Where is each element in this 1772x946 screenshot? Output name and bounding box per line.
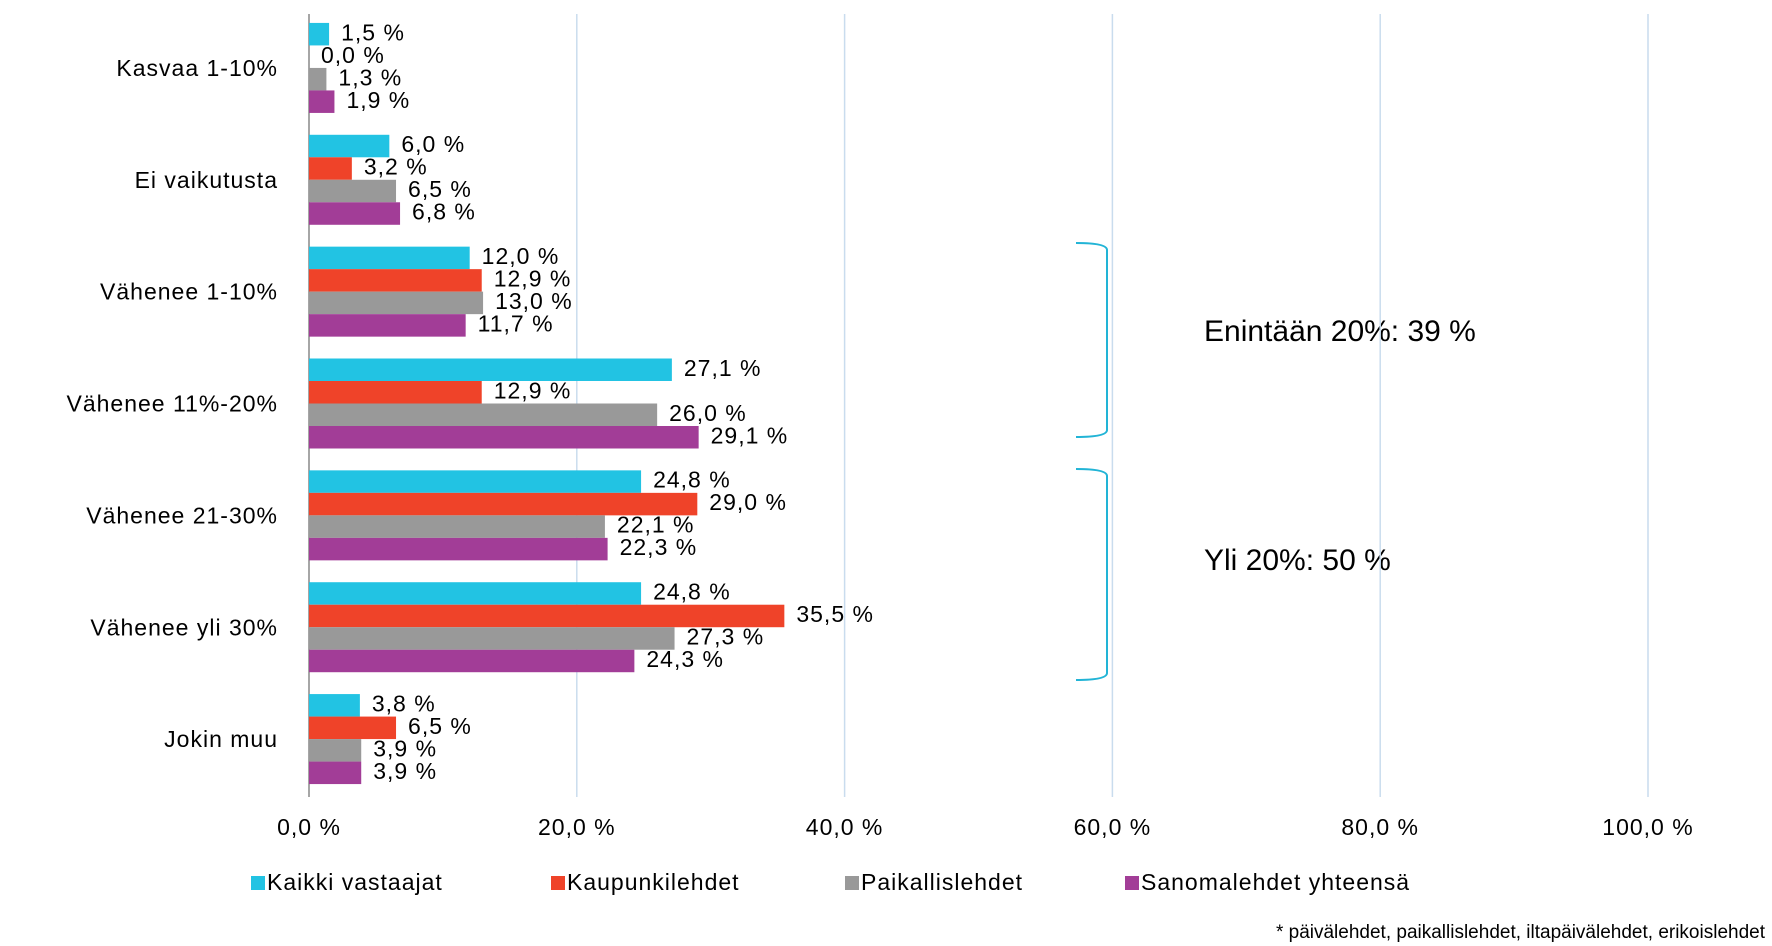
y-tick-label: Vähenee yli 30% bbox=[90, 614, 278, 640]
x-tick-label: 80,0 % bbox=[1341, 814, 1419, 840]
bar bbox=[309, 582, 642, 605]
data-label: 3,9 % bbox=[373, 735, 437, 761]
y-tick-label: Ei vaikutusta bbox=[135, 167, 278, 193]
bar bbox=[309, 627, 675, 650]
data-label: 1,9 % bbox=[346, 87, 410, 113]
bar bbox=[309, 179, 397, 203]
bar bbox=[309, 515, 605, 538]
data-label: 0,0 % bbox=[321, 42, 385, 68]
bar bbox=[309, 269, 482, 292]
bar bbox=[309, 739, 362, 762]
bar bbox=[309, 492, 698, 516]
legend-label: Paikallislehdet bbox=[861, 869, 1023, 895]
bar bbox=[309, 426, 699, 449]
y-tick-label: Jokin muu bbox=[164, 726, 278, 752]
bar bbox=[309, 202, 401, 225]
y-tick-label: Kasvaa 1-10% bbox=[116, 55, 278, 81]
bar bbox=[309, 90, 335, 113]
bar bbox=[309, 134, 390, 158]
bar bbox=[309, 694, 360, 717]
bar bbox=[309, 22, 330, 46]
data-label: 22,1 % bbox=[617, 512, 695, 538]
footnote: * päivälehdet, paikallislehdet, iltapäiv… bbox=[1276, 922, 1766, 943]
data-label: 6,8 % bbox=[412, 199, 476, 225]
data-label: 24,8 % bbox=[653, 467, 731, 493]
bar bbox=[309, 358, 672, 381]
data-label: 6,5 % bbox=[408, 176, 472, 202]
bar bbox=[309, 67, 327, 91]
data-label: 6,0 % bbox=[401, 131, 465, 157]
legend-swatch bbox=[845, 876, 859, 890]
y-tick-label: Vähenee 11%-20% bbox=[67, 391, 279, 417]
bar bbox=[309, 246, 470, 270]
bar bbox=[309, 157, 352, 180]
bar bbox=[309, 291, 484, 315]
y-tick-label: Vähenee 21-30% bbox=[86, 502, 278, 528]
bracket bbox=[1075, 242, 1108, 438]
data-label: 12,9 % bbox=[494, 377, 572, 403]
x-tick-label: 100,0 % bbox=[1602, 814, 1693, 840]
bar bbox=[309, 604, 785, 628]
legend-swatch bbox=[1125, 876, 1139, 890]
data-label: 1,5 % bbox=[341, 19, 405, 45]
x-tick-label: 60,0 % bbox=[1074, 814, 1152, 840]
data-label: 29,0 % bbox=[709, 489, 787, 515]
bracket bbox=[1075, 468, 1108, 681]
x-tick-label: 40,0 % bbox=[806, 814, 884, 840]
data-label: 24,8 % bbox=[653, 579, 731, 605]
legend-label: Kaikki vastaajat bbox=[267, 869, 443, 895]
x-tick-label: 0,0 % bbox=[277, 814, 341, 840]
data-label: 6,5 % bbox=[408, 713, 472, 739]
data-label: 11,7 % bbox=[478, 310, 554, 336]
data-label: 24,3 % bbox=[646, 646, 724, 672]
legend-swatch bbox=[551, 876, 565, 890]
bar bbox=[309, 649, 635, 673]
data-label: 1,3 % bbox=[338, 64, 402, 90]
bar bbox=[309, 403, 658, 426]
bar bbox=[309, 314, 466, 337]
bar bbox=[309, 470, 642, 493]
bar bbox=[309, 716, 397, 740]
data-label: 27,3 % bbox=[687, 624, 765, 650]
data-label: 29,1 % bbox=[711, 422, 789, 448]
data-label: 12,9 % bbox=[494, 265, 572, 291]
annotation: Enintään 20%: 39 % bbox=[1204, 315, 1476, 348]
legend-label: Kaupunkilehdet bbox=[567, 869, 740, 895]
data-label: 13,0 % bbox=[495, 288, 573, 314]
x-tick-label: 20,0 % bbox=[538, 814, 616, 840]
data-label: 35,5 % bbox=[796, 601, 874, 627]
legend-swatch bbox=[251, 876, 265, 890]
data-label: 12,0 % bbox=[482, 243, 560, 269]
y-tick-label: Vähenee 1-10% bbox=[100, 279, 278, 305]
data-label: 3,9 % bbox=[373, 758, 437, 784]
data-label: 26,0 % bbox=[669, 400, 747, 426]
annotation: Yli 20%: 50 % bbox=[1204, 544, 1391, 577]
legend-label: Sanomalehdet yhteensä bbox=[1141, 869, 1410, 895]
bar bbox=[309, 761, 362, 785]
data-label: 3,2 % bbox=[364, 154, 428, 180]
bar bbox=[309, 537, 608, 561]
data-label: 3,8 % bbox=[372, 690, 436, 716]
data-label: 27,1 % bbox=[684, 355, 762, 381]
bar bbox=[309, 381, 482, 404]
data-label: 22,3 % bbox=[620, 534, 698, 560]
